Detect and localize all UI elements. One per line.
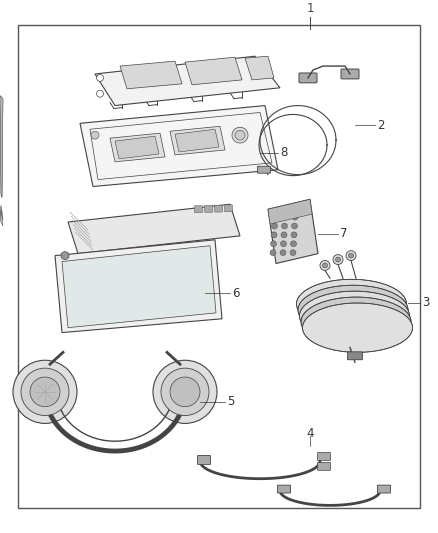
Circle shape: [346, 251, 356, 261]
Polygon shape: [268, 199, 312, 224]
Circle shape: [320, 261, 330, 270]
Circle shape: [271, 241, 276, 247]
Circle shape: [280, 249, 286, 256]
Circle shape: [280, 241, 286, 247]
Circle shape: [281, 232, 287, 238]
Circle shape: [292, 214, 298, 220]
Circle shape: [30, 377, 60, 407]
Polygon shape: [95, 56, 280, 106]
FancyBboxPatch shape: [194, 206, 202, 213]
FancyBboxPatch shape: [225, 205, 233, 212]
Polygon shape: [55, 240, 222, 333]
Circle shape: [91, 131, 99, 139]
Circle shape: [290, 241, 297, 247]
Polygon shape: [62, 246, 216, 328]
Circle shape: [235, 130, 245, 140]
Polygon shape: [0, 211, 3, 226]
Text: 4: 4: [306, 427, 314, 440]
Polygon shape: [297, 279, 406, 329]
FancyBboxPatch shape: [378, 485, 391, 493]
Text: 8: 8: [280, 147, 287, 159]
Polygon shape: [300, 291, 410, 341]
Polygon shape: [268, 199, 318, 263]
Circle shape: [61, 252, 69, 260]
Polygon shape: [185, 57, 242, 85]
Circle shape: [290, 249, 296, 256]
Circle shape: [21, 368, 69, 416]
Polygon shape: [68, 204, 240, 254]
FancyBboxPatch shape: [258, 166, 271, 173]
Circle shape: [170, 377, 200, 407]
Polygon shape: [0, 96, 3, 197]
Circle shape: [282, 214, 288, 220]
Circle shape: [272, 223, 278, 229]
Polygon shape: [120, 61, 182, 89]
FancyBboxPatch shape: [205, 205, 212, 212]
Circle shape: [153, 360, 217, 423]
Circle shape: [270, 249, 276, 256]
Circle shape: [322, 263, 328, 268]
Circle shape: [96, 90, 103, 97]
Polygon shape: [301, 297, 411, 346]
FancyBboxPatch shape: [318, 453, 331, 461]
Circle shape: [291, 232, 297, 238]
FancyBboxPatch shape: [198, 456, 211, 464]
Circle shape: [96, 75, 103, 82]
Polygon shape: [80, 106, 278, 187]
Circle shape: [333, 255, 343, 264]
Circle shape: [336, 257, 340, 262]
FancyBboxPatch shape: [318, 463, 331, 470]
Polygon shape: [0, 205, 3, 220]
Circle shape: [282, 223, 287, 229]
Text: 1: 1: [306, 2, 314, 15]
FancyBboxPatch shape: [341, 69, 359, 79]
FancyBboxPatch shape: [347, 352, 363, 360]
Polygon shape: [175, 129, 219, 152]
Polygon shape: [170, 126, 225, 155]
Polygon shape: [303, 303, 413, 352]
Text: 3: 3: [422, 296, 429, 310]
Polygon shape: [245, 56, 274, 80]
Circle shape: [349, 253, 353, 258]
FancyBboxPatch shape: [215, 205, 223, 212]
Polygon shape: [0, 96, 3, 197]
FancyBboxPatch shape: [278, 485, 290, 493]
Polygon shape: [115, 136, 159, 159]
Circle shape: [232, 127, 248, 143]
Text: 7: 7: [340, 228, 347, 240]
FancyBboxPatch shape: [299, 73, 317, 83]
Polygon shape: [298, 285, 408, 335]
Circle shape: [292, 223, 297, 229]
Text: 2: 2: [377, 119, 385, 132]
Circle shape: [272, 214, 278, 220]
Polygon shape: [110, 133, 165, 162]
Circle shape: [161, 368, 209, 416]
Circle shape: [271, 232, 277, 238]
Circle shape: [13, 360, 77, 423]
Text: 5: 5: [227, 395, 234, 408]
Text: 6: 6: [232, 287, 240, 300]
